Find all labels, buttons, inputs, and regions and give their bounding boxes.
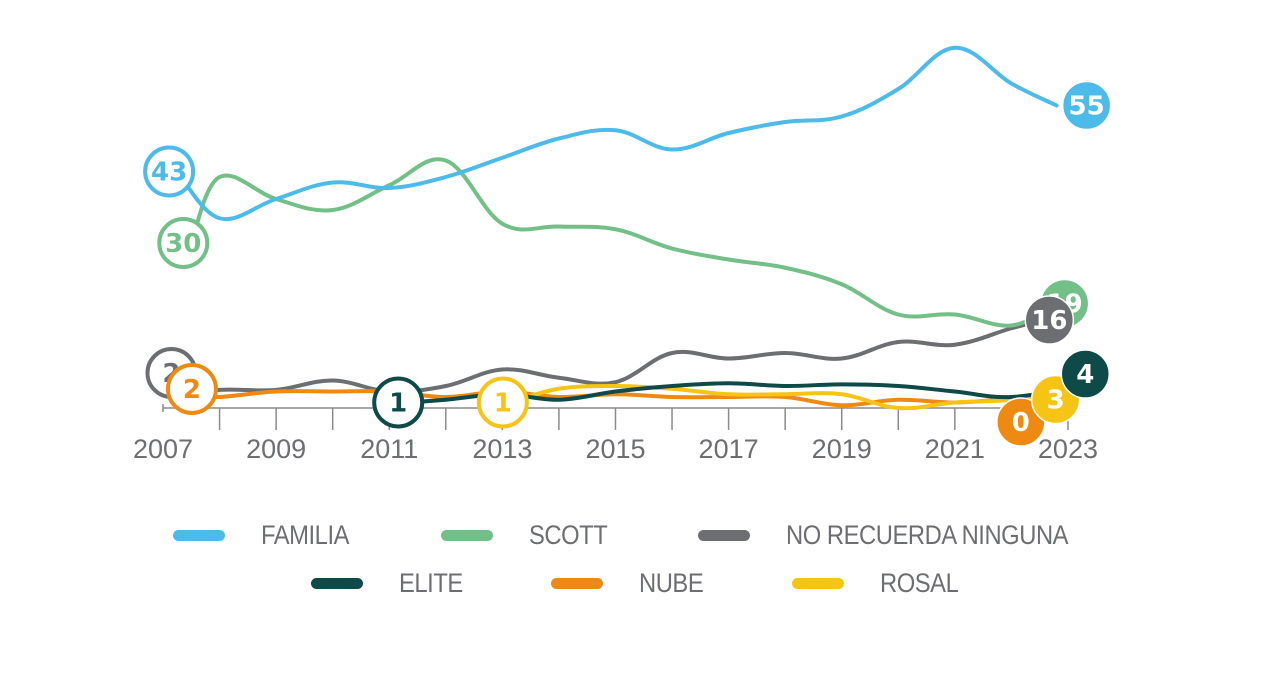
start-bubble-elite-label: 1 [389,389,407,419]
legend-label-scott: SCOTT [529,520,608,550]
series-line-scott [189,157,1059,328]
series-line-rosal [508,383,1059,411]
x-tick-label: 2013 [472,434,532,464]
start-bubble-familia-label: 43 [151,158,187,188]
series-lines [169,45,1082,411]
start-bubble-nube-label: 2 [183,375,201,405]
legend-label-elite: ELITE [398,568,463,598]
end-bubble-no-recuerda-ninguna: 16 [1024,295,1075,345]
legend-label-rosal: ROSAL [880,568,959,598]
x-axis: 2007 2009 2011 2013 2015 2017 2019 2021 2023 [133,404,1098,464]
legend-item-familia: FAMILIA [173,520,361,551]
x-tick-label: 2019 [812,434,872,464]
legend-swatch-familia [173,530,226,541]
series-line-nube [177,389,1039,410]
end-bubble-elite-circle [1060,349,1111,399]
start-bubble-rosal: 1 [476,376,529,429]
legend-item-scott: SCOTT [441,520,618,551]
end-bubble-rosal-label: 3 [1047,386,1065,416]
x-tick-label: 2007 [133,434,193,464]
start-bubble-scott: 30 [157,217,210,269]
legend-swatch-scott [441,530,494,541]
end-bubble-elite-label: 4 [1076,360,1094,390]
legend-swatch-elite [310,578,363,589]
x-tick-label: 2009 [246,434,306,464]
series-line-familia [175,45,1059,222]
x-tick-label: 2015 [585,434,645,464]
legend-row-2: ELITE NUBE ROSAL [0,568,1280,599]
legend-item-rosal: ROSAL [792,568,969,599]
start-bubble-elite-circle [372,376,425,429]
end-bubble-nube-label: 0 [1012,408,1030,438]
end-bubble-nube: 0 [996,397,1046,447]
end-bubble-familia-label: 55 [1069,92,1105,122]
legend-label-familia: FAMILIA [261,520,350,550]
legend-label-no-recuerda: NO RECUERDA NINGUNA [786,520,1069,550]
x-tick-label: 2023 [1038,434,1098,464]
legend-item-elite: ELITE [310,568,472,599]
end-bubble-no-recuerda-ninguna-label: 16 [1031,306,1067,336]
x-tick-label: 2021 [925,434,985,464]
series-line-no-recuerda-ninguna [169,318,1048,399]
legend-label-nube: NUBE [639,568,704,598]
end-bubble-nube-circle [996,397,1046,447]
start-bubble-rosal-circle [476,376,529,429]
start-bubble-nube-circle [165,363,218,415]
x-tick-label: 2017 [699,434,759,464]
start-bubble-familia: 43 [143,145,196,198]
legend-swatch-rosal [792,578,845,589]
legend-item-nube: NUBE [551,568,712,599]
start-bubble-elite: 1 [372,376,425,429]
start-bubble-familia-circle [143,145,196,198]
start-bubble-nube: 2 [165,363,218,415]
end-bubble-familia-circle [1061,80,1112,131]
legend-row-1: FAMILIA SCOTT NO RECUERDA NINGUNA [0,520,1280,551]
legend-swatch-no-recuerda [698,530,751,541]
start-bubble-rosal-label: 1 [494,389,512,419]
value-bubbles: 23043211191655034 [143,80,1112,447]
legend-item-no-recuerda: NO RECUERDA NINGUNA [698,520,1107,551]
start-bubble-scott-label: 30 [165,229,201,259]
end-bubble-familia: 55 [1061,80,1112,131]
start-bubble-scott-circle [157,217,210,269]
x-tick-label: 2011 [360,434,418,464]
end-bubble-elite: 4 [1060,349,1111,399]
end-bubble-no-recuerda-ninguna-circle [1024,295,1075,345]
legend-swatch-nube [551,578,604,589]
